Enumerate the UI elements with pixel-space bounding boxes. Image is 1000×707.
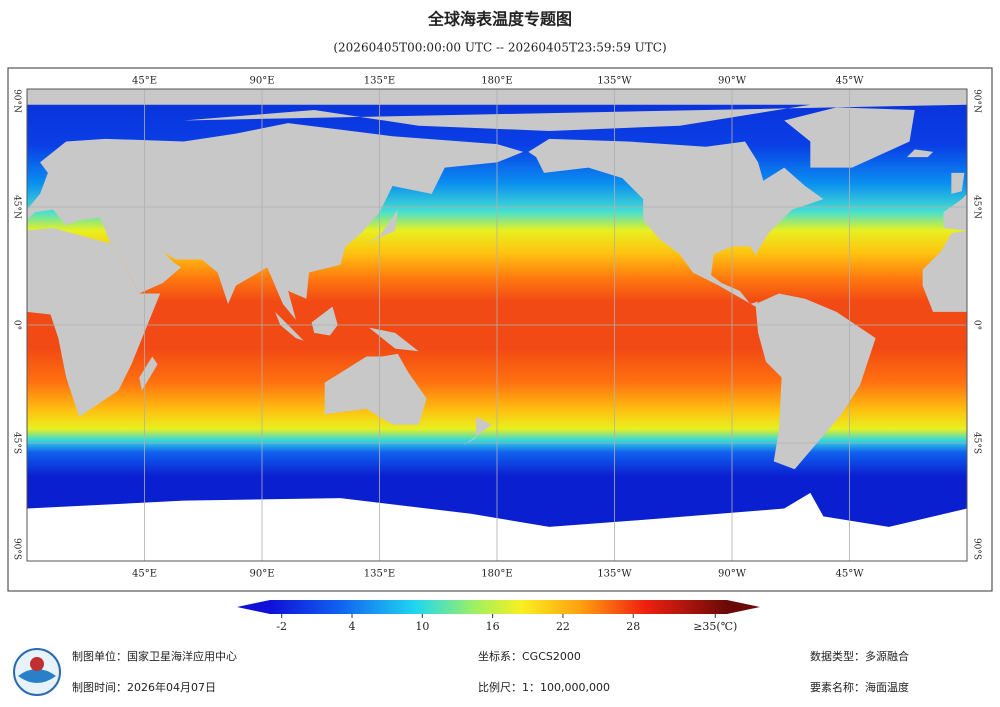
colorbar-low-arrow: [237, 600, 270, 614]
lon-label-top: 90°W: [718, 76, 747, 87]
colorbar-high-arrow: [727, 600, 760, 614]
lon-label-top: 45°W: [835, 76, 864, 87]
colorbar-label: -2: [276, 620, 287, 633]
map-border: [26, 88, 968, 562]
footer-text: 制图时间：2026年04月07日: [72, 680, 216, 694]
colorbar-label: 28: [626, 620, 640, 633]
logo: [13, 648, 61, 696]
lat-label-right: 0°: [972, 320, 982, 330]
lon-label-top: 135°E: [364, 76, 395, 87]
footer-text: 数据类型：多源融合: [810, 649, 909, 663]
lat-label-right: 45°S: [972, 432, 982, 454]
colorbar-label: 4: [349, 620, 356, 633]
colorbar-ramp: [270, 600, 727, 614]
map-area: [27, 89, 967, 561]
lon-label-bottom: 45°E: [132, 569, 157, 580]
lat-label-right: 45°N: [972, 195, 982, 219]
lon-label-top: 45°E: [132, 76, 157, 87]
colorbar-ticks: -2 4 10 16 22 28 ≥35(℃): [276, 614, 737, 633]
lon-label-top: 180°E: [481, 76, 512, 87]
lon-label-bottom: 90°W: [718, 569, 747, 580]
colorbar: -2 4 10 16 22 28 ≥35(℃): [237, 600, 760, 633]
lon-label-bottom: 45°W: [835, 569, 864, 580]
lat-label-left: 45°N: [12, 195, 22, 219]
title: 全球海表温度专题图: [427, 10, 572, 29]
footer-text: 制图单位：国家卫星海洋应用中心: [72, 649, 237, 663]
colorbar-label: 10: [415, 620, 429, 633]
footer-text: 要素名称：海面温度: [810, 680, 909, 694]
lon-label-top: 135°W: [597, 76, 632, 87]
footer-text: 比例尺：1：100,000,000: [478, 680, 610, 694]
colorbar-label: ≥35(℃): [693, 620, 737, 633]
colorbar-label: 22: [556, 620, 570, 633]
lon-label-top: 90°E: [249, 76, 274, 87]
lat-label-left: 0°: [12, 320, 22, 330]
lon-label-bottom: 180°E: [481, 569, 512, 580]
lon-label-bottom: 90°E: [249, 569, 274, 580]
lon-label-bottom: 135°W: [597, 569, 632, 580]
map-labels: 45°E 45°E 90°E 90°E 135°E 135°E 180°E 180°E 135°…: [12, 76, 982, 580]
graticule: [27, 89, 967, 561]
lat-label-left: 45°S: [12, 432, 22, 454]
subtitle: (20260405T00:00:00 UTC -- 20260405T23:59…: [333, 41, 666, 55]
lon-label-bottom: 135°E: [364, 569, 395, 580]
lat-label-left: 90°N: [12, 89, 22, 113]
lat-label-right: 90°N: [972, 89, 982, 113]
lat-label-left: 90°S: [12, 538, 22, 560]
footer-text: 坐标系：CGCS2000: [478, 649, 581, 663]
lat-label-right: 90°S: [972, 538, 982, 560]
colorbar-label: 16: [486, 620, 500, 633]
frame: [7, 67, 993, 592]
